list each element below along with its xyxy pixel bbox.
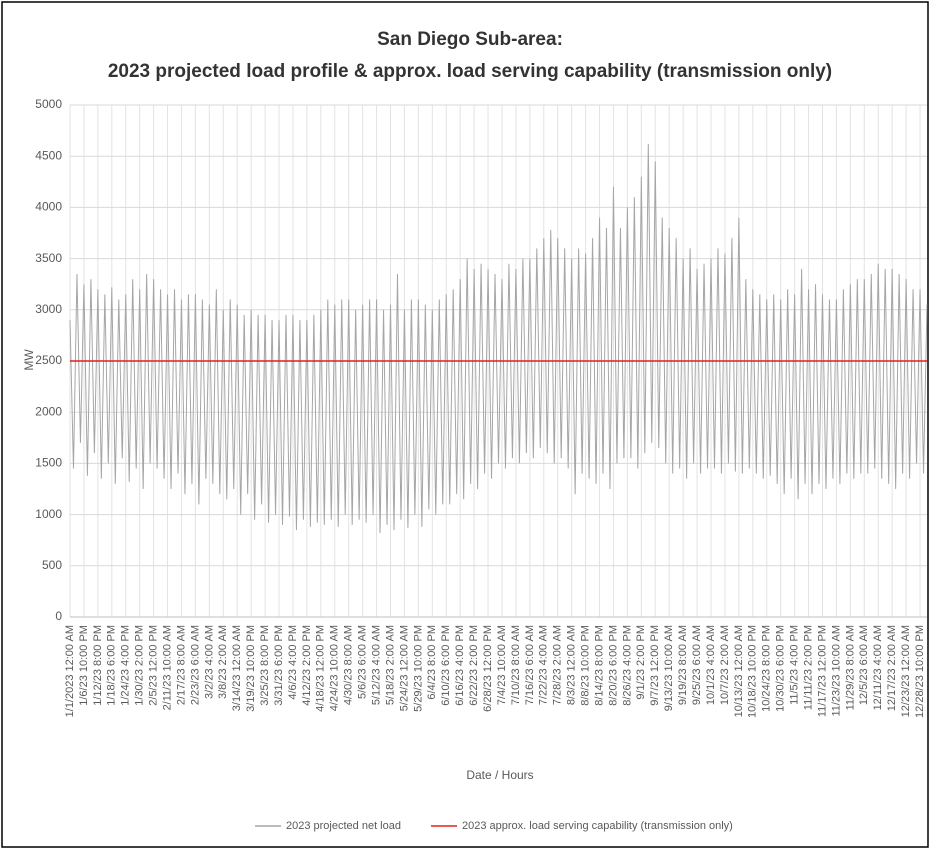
x-tick-label: 12/28/23 10:00 PM	[914, 625, 926, 718]
x-tick-label: 3/8/23 2:00 AM	[217, 625, 229, 699]
x-tick-label: 1/1/2023 12:00 AM	[64, 625, 76, 717]
x-tick-label: 10/24/23 8:00 PM	[761, 625, 773, 712]
x-tick-label: 4/12/23 2:00 PM	[301, 625, 313, 706]
x-tick-label: 10/13/23 12:00 AM	[733, 625, 745, 717]
x-tick-label: 12/11/23 4:00 AM	[872, 625, 884, 710]
x-tick-label: 7/4/23 10:00 AM	[496, 625, 508, 705]
x-tick-label: 6/22/23 2:00 PM	[468, 625, 480, 706]
x-tick-label: 9/13/23 10:00 AM	[663, 625, 675, 711]
x-tick-label: 3/19/23 10:00 PM	[245, 625, 257, 712]
x-tick-label: 10/18/23 10:00 PM	[747, 625, 759, 718]
x-tick-label: 11/11/23 2:00 PM	[802, 625, 814, 710]
x-tick-label: 11/23/23 10:00 AM	[830, 625, 842, 717]
x-tick-label: 12/5/23 6:00 AM	[858, 625, 870, 705]
legend-label: 2023 approx. load serving capability (tr…	[462, 820, 733, 832]
x-tick-label: 9/7/23 12:00 PM	[649, 625, 661, 706]
x-tick-label: 2/5/23 12:00 PM	[148, 625, 160, 706]
x-tick-label: 2/11/23 10:00 AM	[161, 625, 173, 710]
x-tick-label: 6/16/23 4:00 PM	[454, 625, 466, 706]
x-tick-label: 2/17/23 8:00 AM	[175, 625, 187, 705]
data-line	[69, 143, 928, 534]
x-tick-label: 6/28/23 12:00 PM	[482, 625, 494, 712]
x-tick-label: 3/14/23 12:00 AM	[231, 625, 243, 711]
y-axis-label: MW	[22, 349, 36, 371]
y-tick-label: 3500	[35, 251, 62, 265]
y-tick-label: 500	[42, 558, 62, 572]
x-tick-label: 10/1/23 4:00 AM	[705, 625, 717, 705]
x-tick-label: 5/6/23 6:00 AM	[357, 625, 369, 699]
x-tick-label: 9/19/23 8:00 AM	[677, 625, 689, 705]
x-tick-label: 12/17/23 2:00 AM	[886, 625, 898, 711]
x-tick-label: 5/12/23 4:00 AM	[370, 625, 382, 705]
chart-title: 2023 projected load profile & approx. lo…	[108, 61, 832, 82]
x-tick-label: 2/23/23 6:00 AM	[189, 625, 201, 705]
x-tick-label: 7/10/23 8:00 AM	[510, 625, 522, 705]
x-tick-label: 1/6/23 10:00 PM	[78, 625, 90, 706]
x-tick-label: 5/24/23 12:00 AM	[398, 625, 410, 711]
y-tick-label: 2000	[35, 404, 62, 418]
y-tick-label: 1000	[35, 507, 62, 521]
x-tick-label: 6/4/23 8:00 PM	[426, 625, 438, 700]
x-tick-label: 9/1/23 2:00 PM	[635, 625, 647, 700]
x-tick-label: 1/24/23 4:00 PM	[120, 625, 132, 706]
chart-title: San Diego Sub-area:	[377, 29, 563, 50]
x-tick-label: 8/14/23 8:00 PM	[593, 625, 605, 706]
x-tick-label: 6/10/23 6:00 PM	[440, 625, 452, 706]
x-tick-label: 5/29/23 10:00 PM	[412, 625, 424, 712]
x-axis-label: Date / Hours	[466, 768, 533, 782]
x-tick-label: 3/31/23 6:00 PM	[273, 625, 285, 706]
x-tick-label: 12/23/23 12:00 AM	[900, 625, 912, 717]
x-tick-label: 3/25/23 8:00 PM	[259, 625, 271, 706]
y-tick-label: 1500	[35, 456, 62, 470]
y-tick-label: 3000	[35, 302, 62, 316]
x-tick-label: 7/16/23 6:00 AM	[524, 625, 536, 705]
legend: 2023 projected net load 2023 approx. load…	[255, 820, 733, 832]
legend-label: 2023 projected net load	[286, 820, 401, 832]
x-tick-label: 11/17/23 12:00 PM	[816, 625, 828, 717]
x-tick-label: 4/24/23 10:00 AM	[329, 625, 341, 711]
x-tick-label: 10/7/23 2:00 AM	[719, 625, 731, 705]
x-tick-label: 4/18/23 12:00 PM	[315, 625, 327, 712]
y-tick-label: 5000	[35, 97, 62, 111]
y-tick-label: 2500	[35, 353, 62, 367]
x-tick-label: 8/3/23 12:00 AM	[566, 625, 578, 705]
y-tick-label: 4000	[35, 200, 62, 214]
y-tick-label: 4500	[35, 148, 62, 162]
x-tick-label: 3/2/23 4:00 AM	[203, 625, 215, 699]
x-tick-label: 11/29/23 8:00 AM	[844, 625, 856, 710]
x-tick-label: 1/30/23 2:00 PM	[134, 625, 146, 706]
x-tick-label: 8/26/23 4:00 PM	[621, 625, 633, 706]
x-tick-label: 11/5/23 4:00 PM	[789, 625, 801, 705]
x-tick-label: 7/28/23 2:00 AM	[552, 625, 564, 705]
x-tick-label: 8/8/23 10:00 PM	[579, 625, 591, 706]
x-tick-label: 1/18/23 6:00 PM	[106, 625, 118, 706]
x-tick-label: 7/22/23 4:00 AM	[538, 625, 550, 705]
x-tick-label: 4/6/23 4:00 PM	[287, 625, 299, 700]
x-tick-label: 4/30/23 8:00 AM	[343, 625, 355, 705]
x-tick-label: 5/18/23 2:00 AM	[384, 625, 396, 705]
x-tick-label: 10/30/23 6:00 PM	[775, 625, 787, 712]
x-tick-label: 1/12/23 8:00 PM	[92, 625, 104, 706]
x-tick-label: 8/20/23 6:00 PM	[607, 625, 619, 706]
x-tick-label: 9/25/23 6:00 AM	[691, 625, 703, 705]
y-tick-label: 0	[55, 609, 62, 623]
